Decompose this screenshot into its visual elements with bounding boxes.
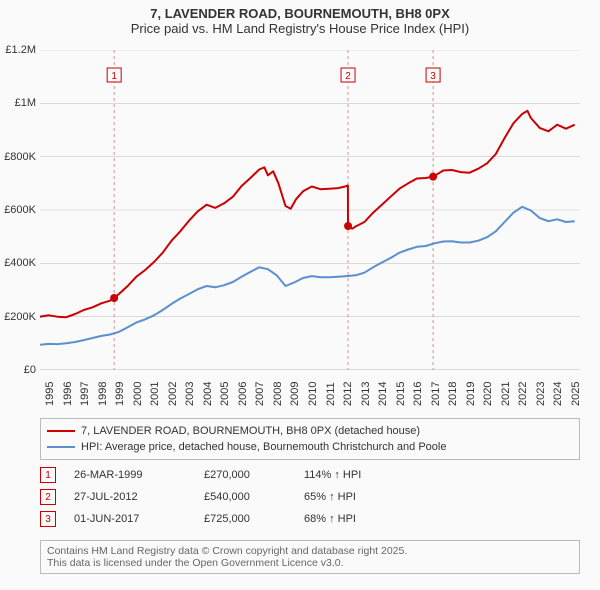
sales-marker-2: 2 [40,489,56,505]
chart-container: 7, LAVENDER ROAD, BOURNEMOUTH, BH8 0PX P… [0,0,600,590]
sales-price: £270,000 [204,469,304,481]
xtick-label: 2008 [272,382,284,406]
xtick-label: 2016 [412,382,424,406]
title-main: 7, LAVENDER ROAD, BOURNEMOUTH, BH8 0PX [0,6,600,21]
sales-pct: 114% ↑ HPI [304,469,424,481]
legend-swatch [47,430,75,432]
xtick-label: 2005 [219,382,231,406]
xtick-label: 2013 [360,382,372,406]
legend-label: HPI: Average price, detached house, Bour… [81,441,446,453]
sales-row: 2 27-JUL-2012£540,00065% ↑ HPI [40,486,580,508]
xtick-label: 1995 [44,382,56,406]
xtick-label: 2011 [325,382,337,406]
xtick-label: 2004 [202,382,214,406]
xtick-label: 2009 [289,382,301,406]
xtick-label: 2023 [535,382,547,406]
ytick-label: £600K [0,204,36,216]
xtick-label: 2000 [132,382,144,406]
xtick-label: 2014 [377,382,389,406]
ytick-label: £0 [0,364,36,376]
ytick-label: £200K [0,311,36,323]
xtick-label: 2020 [482,382,494,406]
legend-box: 7, LAVENDER ROAD, BOURNEMOUTH, BH8 0PX (… [40,418,580,460]
sales-row: 1 26-MAR-1999£270,000114% ↑ HPI [40,464,580,486]
sales-date: 27-JUL-2012 [74,491,204,503]
sale-box-label-2: 2 [345,71,351,82]
xtick-label: 2025 [570,382,582,406]
xtick-label: 2024 [552,382,564,406]
chart-area: 1 2 3 [40,50,580,370]
xtick-label: 2003 [184,382,196,406]
xtick-label: 2021 [500,382,512,406]
sales-marker-1: 1 [40,467,56,483]
ytick-label: £400K [0,257,36,269]
sales-price: £540,000 [204,491,304,503]
legend-swatch [47,446,75,448]
sale-dot-3 [429,173,437,181]
series-hpi [40,207,575,345]
sales-pct: 68% ↑ HPI [304,513,424,525]
sales-row: 3 01-JUN-2017£725,00068% ↑ HPI [40,508,580,530]
legend-label: 7, LAVENDER ROAD, BOURNEMOUTH, BH8 0PX (… [81,425,420,437]
xtick-label: 2012 [342,382,354,406]
xtick-label: 1996 [62,382,74,406]
xtick-label: 2019 [465,382,477,406]
series-property [40,111,575,317]
xtick-label: 2007 [254,382,266,406]
xtick-label: 2001 [149,382,161,406]
ytick-label: £1M [0,97,36,109]
sales-marker-3: 3 [40,511,56,527]
title-sub: Price paid vs. HM Land Registry's House … [0,21,600,36]
sale-dot-1 [110,294,118,302]
sales-table: 1 26-MAR-1999£270,000114% ↑ HPI 2 27-JUL-20… [40,464,580,530]
xtick-label: 2017 [430,382,442,406]
footer-line2: This data is licensed under the Open Gov… [47,557,573,569]
xtick-label: 1998 [97,382,109,406]
sales-price: £725,000 [204,513,304,525]
legend-row: 7, LAVENDER ROAD, BOURNEMOUTH, BH8 0PX (… [47,423,573,439]
legend-row: HPI: Average price, detached house, Bour… [47,439,573,455]
ytick-label: £1.2M [0,44,36,56]
chart-svg: 1 2 3 [40,50,580,370]
footer-box: Contains HM Land Registry data © Crown c… [40,540,580,574]
xtick-label: 1999 [114,382,126,406]
sales-pct: 65% ↑ HPI [304,491,424,503]
xtick-label: 2010 [307,382,319,406]
xtick-label: 2002 [167,382,179,406]
sales-date: 26-MAR-1999 [74,469,204,481]
footer-line1: Contains HM Land Registry data © Crown c… [47,545,573,557]
sale-box-label-1: 1 [111,71,117,82]
sales-date: 01-JUN-2017 [74,513,204,525]
xtick-label: 2006 [237,382,249,406]
ytick-label: £800K [0,151,36,163]
sale-dot-2 [344,222,352,230]
sale-box-label-3: 3 [430,71,436,82]
xtick-label: 2018 [447,382,459,406]
xtick-label: 2022 [517,382,529,406]
xtick-label: 2015 [395,382,407,406]
title-block: 7, LAVENDER ROAD, BOURNEMOUTH, BH8 0PX P… [0,0,600,36]
xtick-label: 1997 [79,382,91,406]
